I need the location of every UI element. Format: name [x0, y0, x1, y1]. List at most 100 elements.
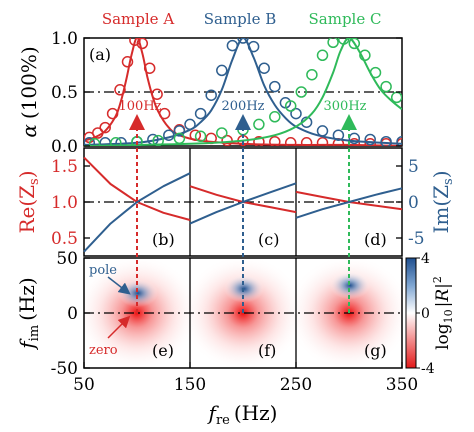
im-ytick-label: 5: [408, 157, 419, 177]
alpha-data-point: [110, 137, 122, 146]
im-zs-curve: [295, 187, 403, 219]
pole-annotation: pole: [89, 263, 117, 278]
alpha-data-point: [364, 138, 376, 146]
im-zs-axis-label: Im(Zs): [429, 170, 456, 233]
alpha-data-point: [359, 49, 371, 62]
alpha-data-point: [348, 132, 361, 145]
fre-xtick-label: 50: [73, 375, 95, 395]
alpha-data-point: [216, 127, 228, 139]
re-zs-axis-label: Re(Zs): [15, 170, 42, 233]
colorbar-label: log10|R|2: [431, 276, 455, 350]
alpha-data-point: [163, 129, 175, 141]
alpha-ytick-label: 0.5: [51, 83, 78, 103]
alpha-data-point: [316, 49, 329, 62]
sample-c-title: Sample C: [309, 10, 382, 28]
alpha-fit-line-2: [84, 38, 402, 146]
fim-ytick-label: 0: [67, 304, 78, 324]
panel-f-label: (f): [258, 341, 276, 360]
alpha-data-point: [316, 137, 329, 146]
colorbar: [405, 257, 417, 369]
panel-d-label: (d): [364, 230, 387, 249]
alpha-data-point: [115, 137, 127, 146]
alpha-data-point: [380, 80, 392, 93]
colorbar-tick-label: 4: [421, 251, 430, 267]
alpha-data-point: [205, 89, 217, 101]
alpha-data-point: [194, 130, 207, 143]
alpha-data-point: [88, 138, 101, 146]
alpha-data-point: [327, 38, 339, 49]
fre-xtick-label: 250: [280, 375, 312, 395]
alpha-data-point: [158, 107, 171, 120]
alpha-data-point: [269, 111, 281, 123]
alpha-data-point: [290, 107, 302, 120]
freq-a-label: 100Hz: [119, 99, 162, 114]
alpha-data-point: [151, 88, 163, 100]
fim-ytick-label: -50: [51, 359, 78, 379]
alpha-data-point: [332, 129, 345, 141]
panel-e-label: (e): [152, 341, 174, 360]
alpha-data-point: [396, 135, 402, 146]
alpha-data-point: [226, 39, 239, 52]
freq-b-label: 200Hz: [222, 99, 265, 114]
alpha-data-point: [390, 91, 402, 104]
fre-xtick-label: 350: [386, 375, 418, 395]
pole-heat-blob: [330, 271, 370, 300]
panel-a-label: (a): [89, 45, 111, 64]
alpha-data-point: [194, 107, 207, 120]
alpha-data-point: [380, 135, 392, 146]
re-ytick-label: 1.0: [51, 193, 78, 213]
alpha-data-point: [369, 66, 382, 79]
alpha-data-point: [106, 107, 119, 120]
re-ytick-label: 1.5: [51, 157, 78, 177]
alpha-data-point: [295, 86, 308, 98]
re-zs-curve: [83, 156, 191, 221]
colorbar-tick-label: -4: [421, 361, 435, 377]
alpha-data-point: [152, 134, 164, 146]
im-ytick-label: 0: [408, 193, 419, 213]
alpha-data-point: [189, 129, 202, 141]
alpha-data-point: [173, 125, 186, 137]
alpha-data-point: [269, 80, 281, 93]
panel-b-label: (b): [152, 230, 175, 249]
zero-arrow: [107, 315, 131, 339]
fim-ytick-label: 50: [56, 249, 78, 269]
alpha-data-point: [121, 56, 134, 68]
panel-a: (a) Sample A Sample B Sample C 100Hz 200…: [17, 10, 403, 157]
alpha-data-point: [364, 133, 376, 146]
colorbar-tick-label: 0: [421, 306, 430, 322]
alpha-data-point: [129, 38, 141, 46]
zero-heat-blob: [84, 258, 199, 368]
alpha-data-point: [173, 132, 186, 145]
alpha-data-point: [269, 135, 281, 146]
alpha-data-point: [136, 38, 149, 50]
im-zs-curve: [189, 182, 297, 225]
alpha-data-point: [237, 38, 249, 44]
alpha-data-point: [184, 118, 196, 131]
alpha-data-point: [114, 84, 126, 96]
alpha-data-point: [216, 64, 228, 77]
fre-xtick-label: 150: [174, 375, 206, 395]
zero-annotation: zero: [89, 343, 118, 358]
alpha-data-point: [99, 121, 111, 134]
alpha-axis-label: α(100%): [17, 46, 41, 137]
alpha-data-point: [247, 40, 260, 53]
alpha-data-point: [300, 137, 313, 146]
alpha-data-point: [84, 137, 96, 146]
sample-b-title: Sample B: [204, 10, 277, 28]
panel-c-label: (c): [258, 230, 279, 249]
re-ytick-label: 0.5: [51, 229, 78, 249]
alpha-data-point: [253, 118, 265, 131]
alpha-data-point: [284, 100, 297, 112]
alpha-data-point: [348, 38, 361, 50]
alpha-data-point: [316, 125, 329, 137]
sample-a-title: Sample A: [102, 10, 174, 28]
alpha-data-point: [306, 68, 318, 81]
freq-c-label: 300Hz: [324, 99, 367, 114]
alpha-data-point: [284, 137, 297, 146]
alpha-data-point: [258, 62, 270, 74]
alpha-data-point: [253, 135, 265, 146]
im-ytick-label: -5: [408, 229, 425, 249]
alpha-ytick-label: 0.0: [51, 137, 78, 157]
